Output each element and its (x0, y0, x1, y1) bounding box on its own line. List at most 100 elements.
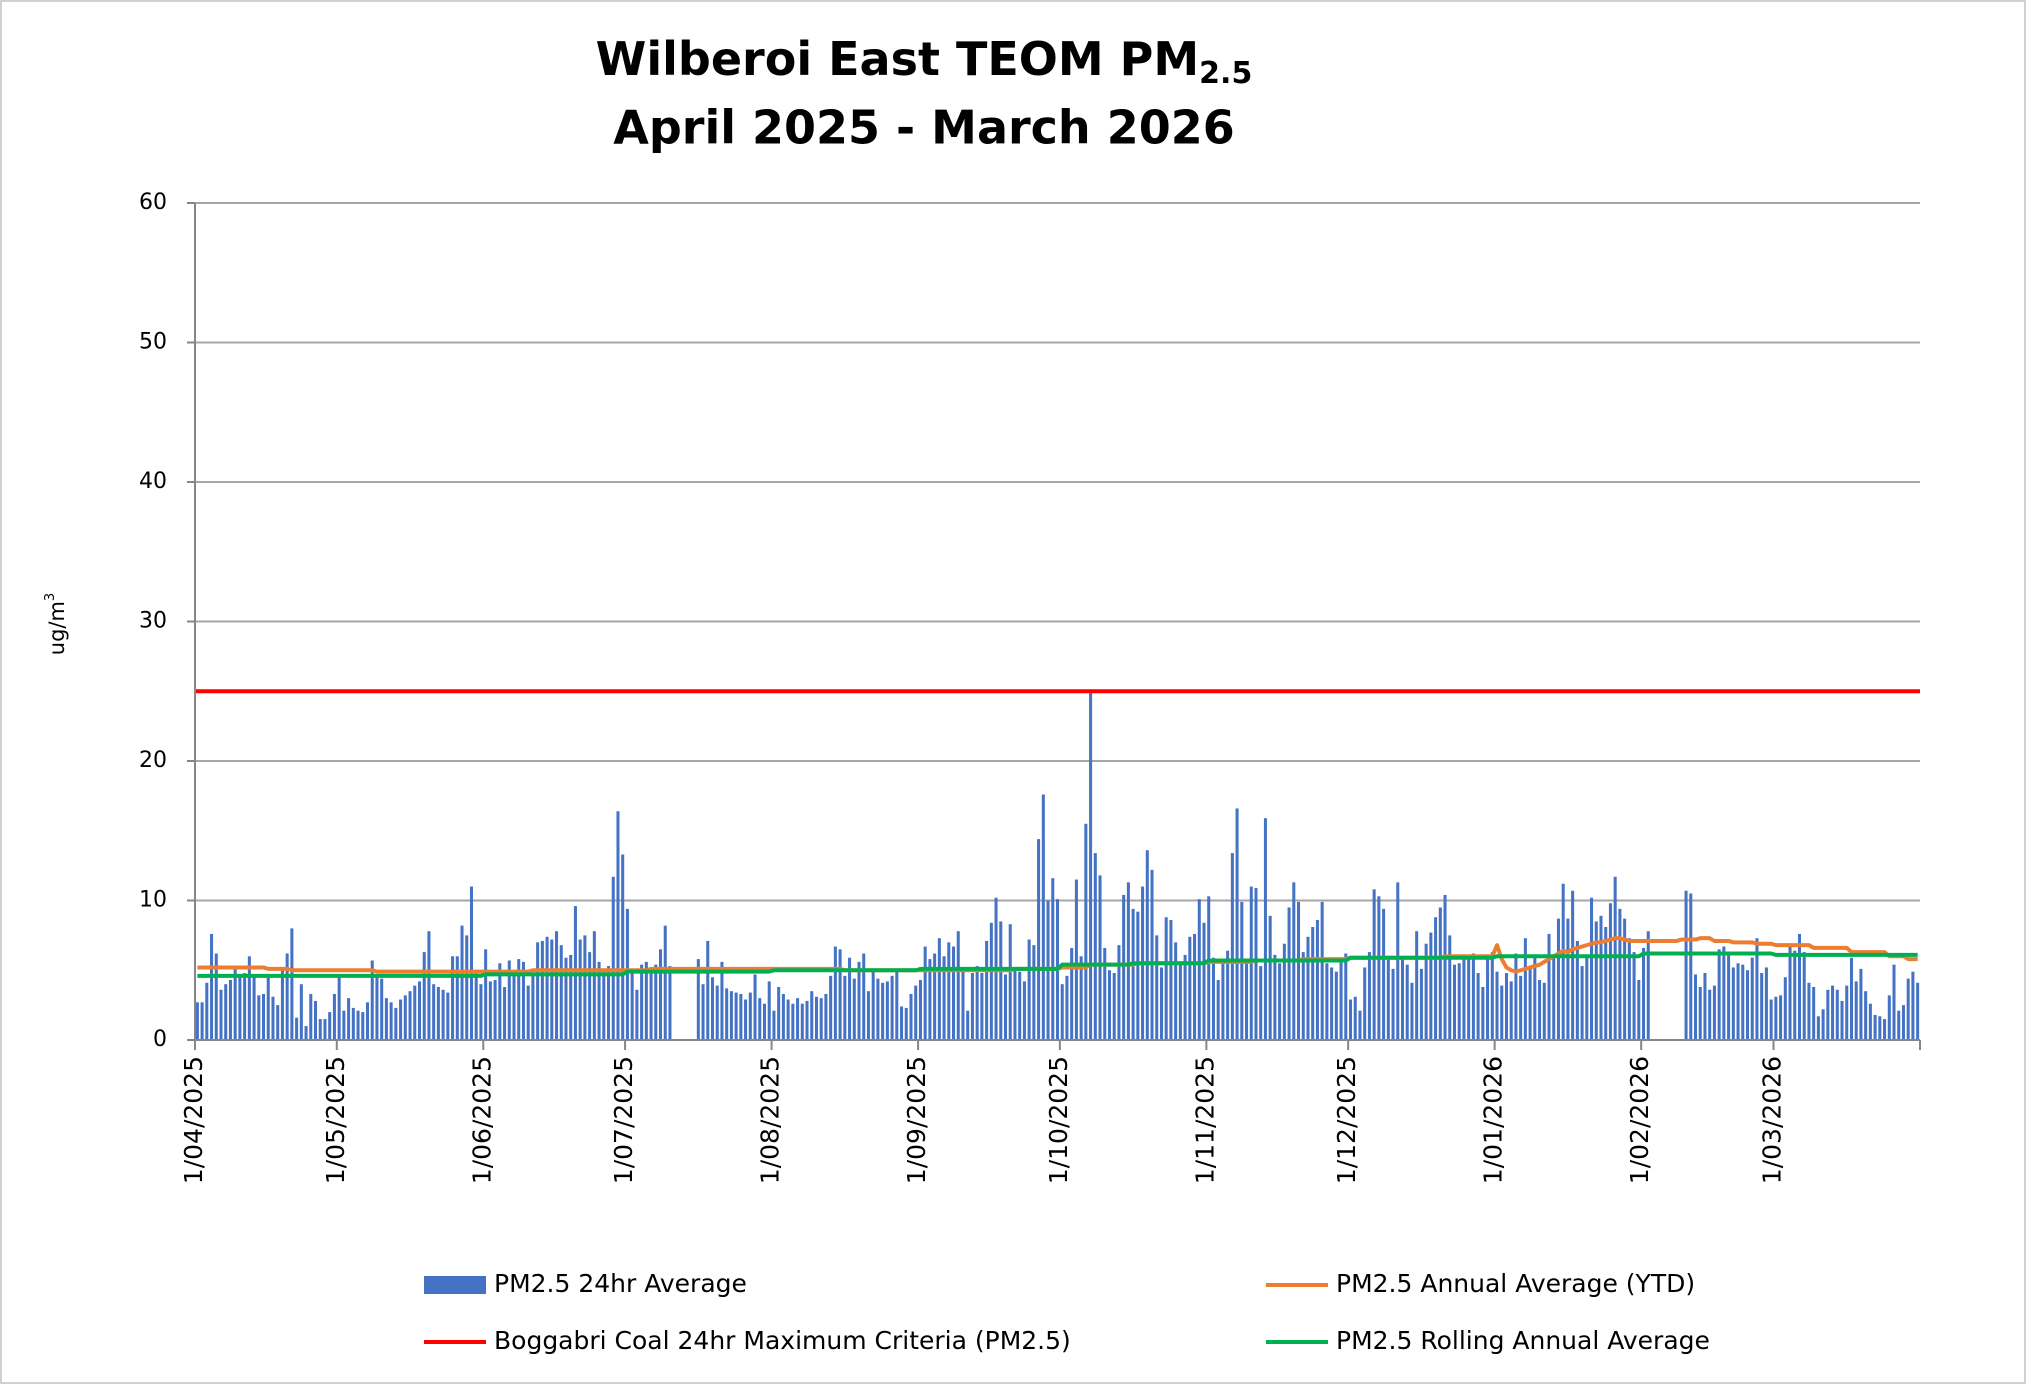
bar (1556, 918, 1560, 1040)
bar (1363, 967, 1367, 1040)
bar (1315, 920, 1319, 1040)
bar (1490, 952, 1494, 1040)
bar (536, 942, 540, 1040)
bar (1202, 922, 1206, 1040)
bar (351, 1007, 355, 1040)
x-tick-label: 1/09/2025 (902, 1056, 931, 1184)
bar (1349, 999, 1353, 1040)
bar (1594, 921, 1598, 1040)
bar (904, 1007, 908, 1040)
bar (1504, 973, 1508, 1040)
bar (1136, 911, 1140, 1040)
bar (559, 945, 563, 1040)
bar (1797, 933, 1801, 1040)
bar (1325, 963, 1329, 1040)
bar (937, 938, 941, 1040)
bar (1320, 901, 1324, 1040)
bar (243, 973, 247, 1040)
bar (436, 986, 440, 1040)
bar (342, 1010, 346, 1040)
bar (762, 1003, 766, 1040)
bar (1523, 938, 1527, 1040)
chart-subtitle: April 2025 - March 2026 (613, 101, 1234, 155)
bar (999, 921, 1003, 1040)
bar (725, 988, 729, 1040)
bar (1334, 971, 1338, 1040)
bar (1632, 952, 1636, 1040)
legend-label: Boggabri Coal 24hr Maximum Criteria (PM2… (494, 1326, 1071, 1355)
bar (1226, 950, 1230, 1040)
bar (876, 978, 880, 1040)
bar (1197, 899, 1201, 1040)
bar (800, 1003, 804, 1040)
bar (592, 931, 596, 1040)
bar (1089, 692, 1093, 1040)
bar (403, 995, 407, 1040)
bar (1566, 918, 1570, 1040)
bar (1188, 936, 1192, 1040)
bar (1018, 971, 1022, 1040)
bar (1802, 952, 1806, 1040)
bar (1878, 1016, 1882, 1040)
bar (914, 985, 918, 1040)
bar (663, 925, 667, 1040)
bar (460, 925, 464, 1040)
bar (299, 984, 303, 1040)
bar (214, 953, 218, 1040)
bar (1410, 982, 1414, 1040)
y-tick-label: 10 (139, 888, 167, 913)
bar (1145, 850, 1149, 1040)
bar (630, 970, 634, 1040)
x-tick-label: 1/03/2026 (1757, 1056, 1786, 1184)
bar (871, 968, 875, 1040)
bar (1642, 947, 1646, 1040)
bar (1434, 917, 1438, 1040)
bar (1528, 968, 1532, 1040)
bar (706, 940, 710, 1040)
bar (1235, 808, 1239, 1040)
chart-title: Wilberoi East TEOM PM2.5 (596, 32, 1253, 91)
bar (1519, 975, 1523, 1040)
bar (394, 1007, 398, 1040)
bar (805, 1000, 809, 1040)
bar (1599, 915, 1603, 1040)
bar (1774, 996, 1778, 1040)
x-tick-label: 1/10/2025 (1044, 1056, 1073, 1184)
bar (1627, 938, 1631, 1040)
bar (280, 970, 284, 1040)
bar (1712, 985, 1716, 1040)
bar (1854, 981, 1858, 1040)
bar (503, 986, 507, 1040)
bar (1821, 1009, 1825, 1040)
bar (1731, 967, 1735, 1040)
bar (1443, 894, 1447, 1040)
bar (1372, 889, 1376, 1040)
bar (1708, 989, 1712, 1040)
bar (1745, 970, 1750, 1040)
bar (1098, 875, 1102, 1040)
bar (1240, 901, 1244, 1040)
bar (810, 991, 814, 1040)
bar (1221, 959, 1225, 1040)
bar (408, 991, 412, 1040)
bar (205, 982, 209, 1040)
bar (1245, 960, 1249, 1040)
bar (224, 984, 228, 1040)
bar (1859, 968, 1863, 1040)
bar (1027, 939, 1031, 1040)
bar (332, 993, 336, 1040)
bar (1155, 935, 1159, 1040)
bar (1779, 995, 1783, 1040)
bar (1481, 986, 1485, 1040)
bar (739, 993, 743, 1040)
bar (1741, 964, 1745, 1040)
bar (384, 998, 388, 1040)
bar (1051, 878, 1055, 1040)
bar (507, 960, 511, 1040)
bar (271, 996, 275, 1040)
bar (966, 1010, 970, 1040)
bar (1471, 953, 1475, 1040)
bar (1457, 963, 1461, 1040)
bar (824, 993, 828, 1040)
bar (1282, 943, 1286, 1040)
